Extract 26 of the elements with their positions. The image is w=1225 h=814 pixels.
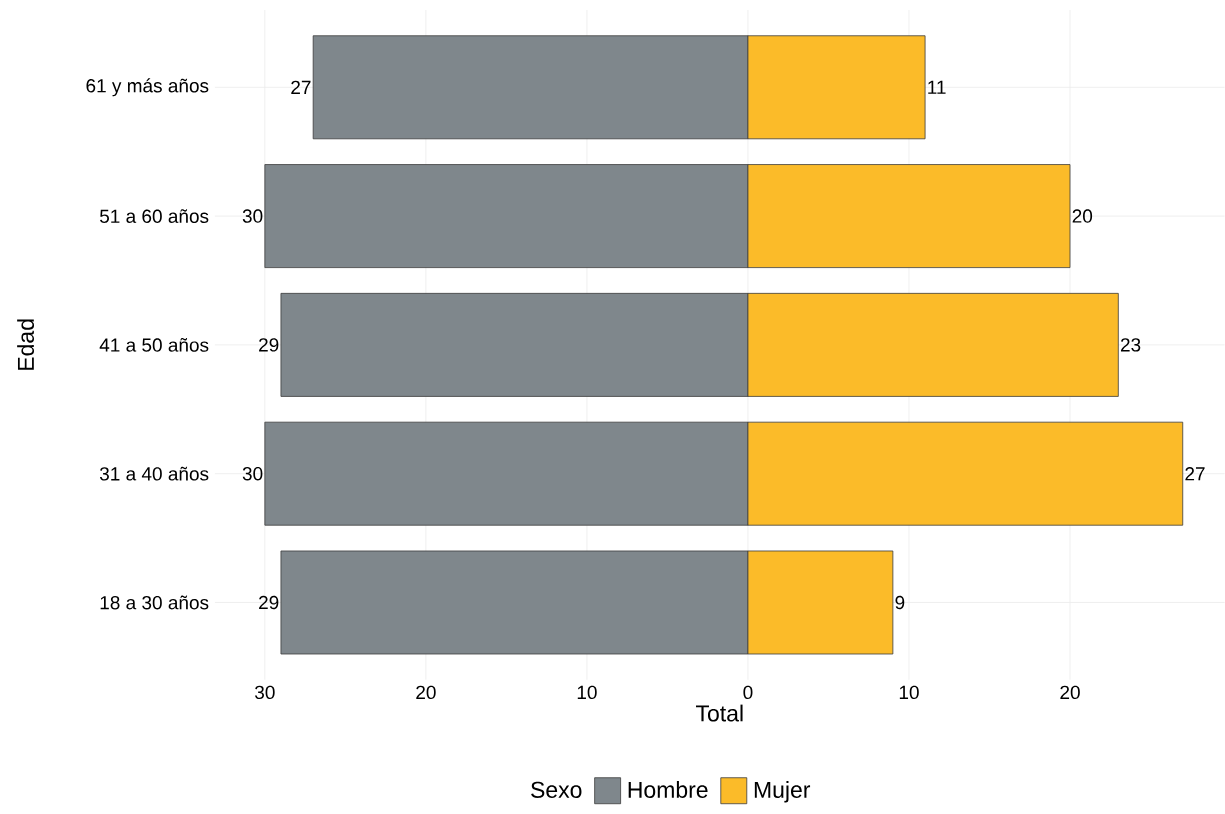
x-tick-label: 20 bbox=[416, 685, 436, 700]
y-tick-label: 51 a 60 años bbox=[99, 209, 209, 224]
data-label: 29 bbox=[259, 338, 279, 352]
data-label: 20 bbox=[1072, 209, 1093, 223]
y-tick-label: 41 a 50 años bbox=[99, 338, 209, 352]
data-label: 11 bbox=[928, 80, 946, 94]
legend-label: Hombre bbox=[628, 781, 708, 799]
x-axis-title: Total bbox=[696, 704, 743, 722]
y-axis-title: Edad bbox=[17, 319, 35, 370]
x-tick-label: 20 bbox=[1060, 685, 1080, 700]
x-tick-label: 10 bbox=[577, 685, 597, 700]
data-label: 27 bbox=[291, 80, 311, 95]
x-tick-label: 0 bbox=[743, 685, 753, 700]
data-label: 9 bbox=[895, 595, 905, 610]
data-label: 23 bbox=[1120, 338, 1141, 352]
x-tick-label: 30 bbox=[255, 685, 275, 700]
x-tick-label: 10 bbox=[899, 685, 919, 700]
data-label: 30 bbox=[242, 467, 263, 481]
legend-label: Mujer bbox=[754, 781, 811, 803]
data-label: 27 bbox=[1185, 467, 1205, 481]
y-tick-label: 18 a 30 años bbox=[100, 595, 209, 610]
y-tick-label: 61 y más años bbox=[86, 78, 209, 97]
legend-title: Sexo bbox=[531, 781, 582, 799]
y-tick-label: 31 a 40 años bbox=[99, 466, 209, 481]
data-label: 30 bbox=[242, 209, 263, 223]
data-label: 29 bbox=[259, 595, 279, 610]
